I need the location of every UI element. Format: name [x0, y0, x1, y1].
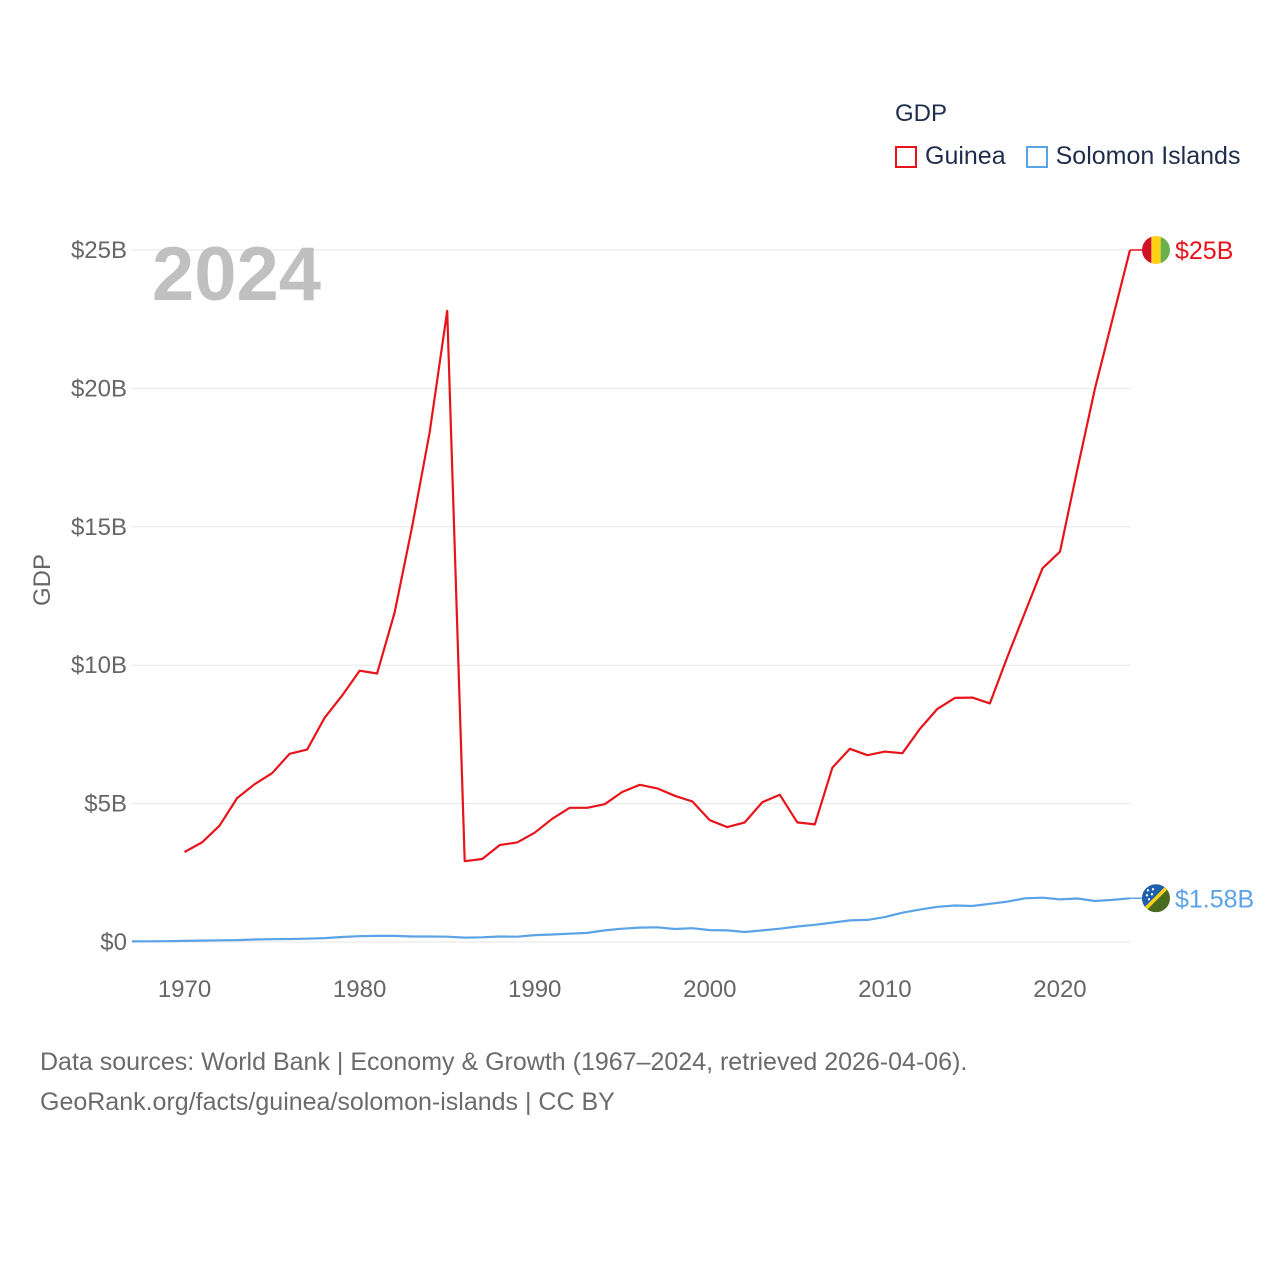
series-line-guinea[interactable]	[183, 249, 1132, 863]
y-axis-label: GDP	[29, 554, 56, 606]
legend-item-solomon-islands[interactable]: Solomon Islands	[1025, 142, 1241, 171]
series-layer	[131, 249, 1132, 943]
y-axis-ticks: $0 $5B $10B $15B $20B $25B	[71, 237, 127, 956]
guinea-flag-icon	[1142, 236, 1170, 264]
end-label-solomon-islands: $1.58B	[1175, 885, 1254, 913]
legend-label-guinea: Guinea	[925, 142, 1006, 170]
footer: Data sources: World Bank | Economy & Gro…	[40, 1042, 967, 1122]
legend-title: GDP	[895, 100, 948, 127]
x-tick-label: 2000	[683, 976, 736, 1003]
x-tick-label: 1980	[333, 976, 386, 1003]
legend-label-solomon-islands: Solomon Islands	[1055, 142, 1241, 170]
y-tick-label: $15B	[71, 514, 127, 541]
y-tick-label: $5B	[84, 791, 127, 818]
y-tick-label: $0	[100, 929, 127, 956]
legend-item-guinea[interactable]: Guinea	[895, 142, 1006, 171]
x-tick-label: 1990	[508, 976, 561, 1003]
legend: Guinea Solomon Islands	[895, 142, 1240, 171]
x-axis-ticks: 1970 1980 1990 2000 2010 2020	[158, 976, 1087, 1003]
footer-attribution: GeoRank.org/facts/guinea/solomon-islands…	[40, 1088, 615, 1116]
current-year-badge: 2024	[152, 232, 321, 317]
y-tick-label: $10B	[71, 652, 127, 679]
solomon-islands-flag-icon	[1142, 884, 1170, 913]
grid-lines	[132, 249, 1130, 943]
legend-swatch-solomon-islands	[1025, 145, 1048, 168]
end-label-guinea: $25B	[1175, 237, 1233, 265]
series-end-labels: $25B $1.58B	[1130, 236, 1254, 913]
legend-swatch-guinea	[895, 145, 917, 168]
series-line-solomon-islands[interactable]	[131, 896, 1131, 943]
x-tick-label: 2020	[1033, 976, 1086, 1003]
y-tick-label: $25B	[71, 237, 127, 264]
x-tick-label: 2010	[858, 976, 911, 1003]
y-tick-label: $20B	[71, 375, 127, 402]
x-tick-label: 1970	[158, 976, 211, 1003]
footer-sources: Data sources: World Bank | Economy & Gro…	[40, 1048, 968, 1076]
